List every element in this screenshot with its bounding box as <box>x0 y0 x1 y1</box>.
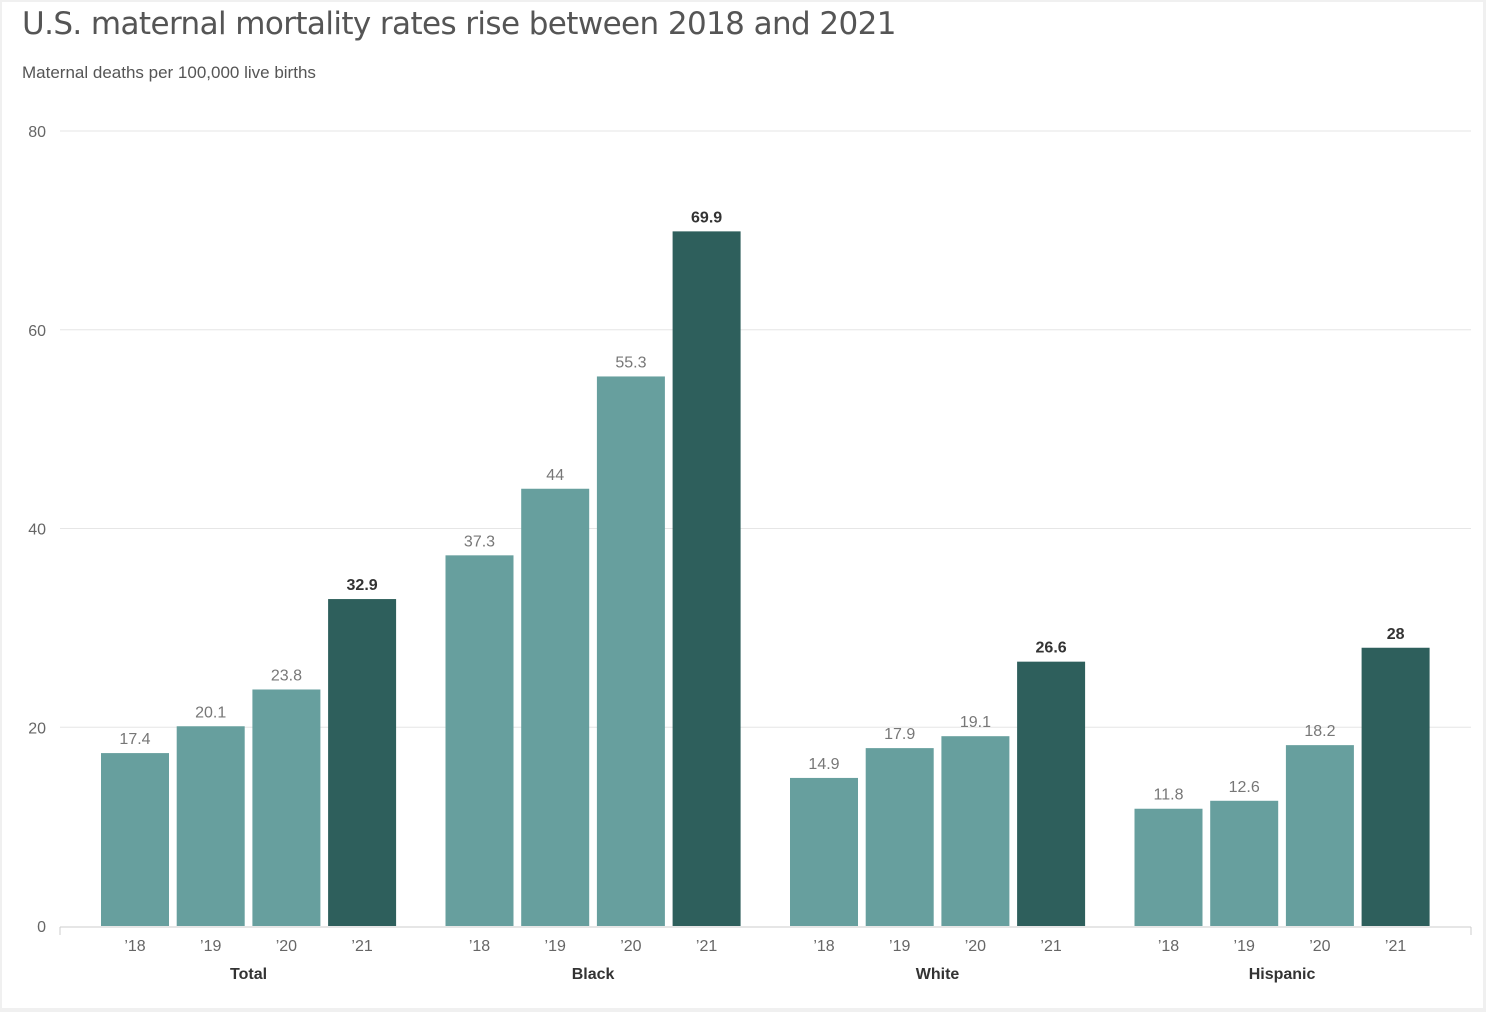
data-label: 12.6 <box>1229 779 1260 796</box>
data-label: 44 <box>546 467 564 484</box>
chart-title: U.S. maternal mortality rates rise betwe… <box>22 6 896 42</box>
bar <box>672 231 741 926</box>
data-label: 69.9 <box>691 209 722 226</box>
data-label: 17.4 <box>119 731 150 748</box>
x-tick-label: ’20 <box>620 938 641 955</box>
bar <box>1017 661 1086 926</box>
bar <box>101 753 169 926</box>
y-tick-label: 20 <box>28 720 46 737</box>
x-tick-label: ’18 <box>124 938 145 955</box>
x-tick-label: ’18 <box>813 938 834 955</box>
chart-subtitle: Maternal deaths per 100,000 live births <box>22 63 316 82</box>
data-label: 19.1 <box>960 714 991 731</box>
x-tick-label: ’19 <box>1234 938 1255 955</box>
bar <box>252 689 321 926</box>
y-tick-label: 60 <box>28 323 46 340</box>
x-tick-label: ’21 <box>351 938 372 955</box>
data-label: 37.3 <box>464 533 495 550</box>
data-label: 32.9 <box>347 577 378 594</box>
bar <box>1285 745 1354 926</box>
bar <box>596 376 665 926</box>
data-label: 17.9 <box>884 726 915 743</box>
bar <box>521 488 590 926</box>
bar <box>328 599 397 926</box>
x-tick-label: ’20 <box>965 938 986 955</box>
data-label: 23.8 <box>271 667 302 684</box>
x-tick-label: ’21 <box>1040 938 1061 955</box>
group-label: Total <box>230 966 267 983</box>
bar <box>445 555 514 926</box>
group-label: White <box>916 966 960 983</box>
data-label: 14.9 <box>808 756 839 773</box>
group-label: Black <box>572 966 615 983</box>
x-tick-label: ’20 <box>1309 938 1330 955</box>
x-tick-label: ’18 <box>469 938 490 955</box>
bar <box>865 748 934 926</box>
y-tick-label: 0 <box>37 919 46 936</box>
x-tick-label: ’19 <box>545 938 566 955</box>
group-label: Hispanic <box>1249 966 1316 983</box>
bar <box>1210 800 1279 926</box>
bar <box>1134 808 1203 926</box>
y-tick-label: 80 <box>28 124 46 141</box>
x-tick-label: ’19 <box>889 938 910 955</box>
data-label: 28 <box>1387 626 1405 643</box>
data-label: 18.2 <box>1304 723 1335 740</box>
bar <box>1361 647 1430 926</box>
x-tick-label: ’21 <box>696 938 717 955</box>
x-tick-label: ’20 <box>276 938 297 955</box>
data-label: 55.3 <box>615 354 646 371</box>
x-tick-label: ’18 <box>1158 938 1179 955</box>
y-tick-label: 40 <box>28 522 46 539</box>
data-label: 26.6 <box>1036 640 1067 657</box>
x-tick-label: ’19 <box>200 938 221 955</box>
data-label: 20.1 <box>195 704 226 721</box>
bar <box>790 777 858 926</box>
bar <box>176 726 245 926</box>
x-tick-label: ’21 <box>1385 938 1406 955</box>
data-label: 11.8 <box>1154 787 1184 804</box>
bar <box>941 736 1010 926</box>
